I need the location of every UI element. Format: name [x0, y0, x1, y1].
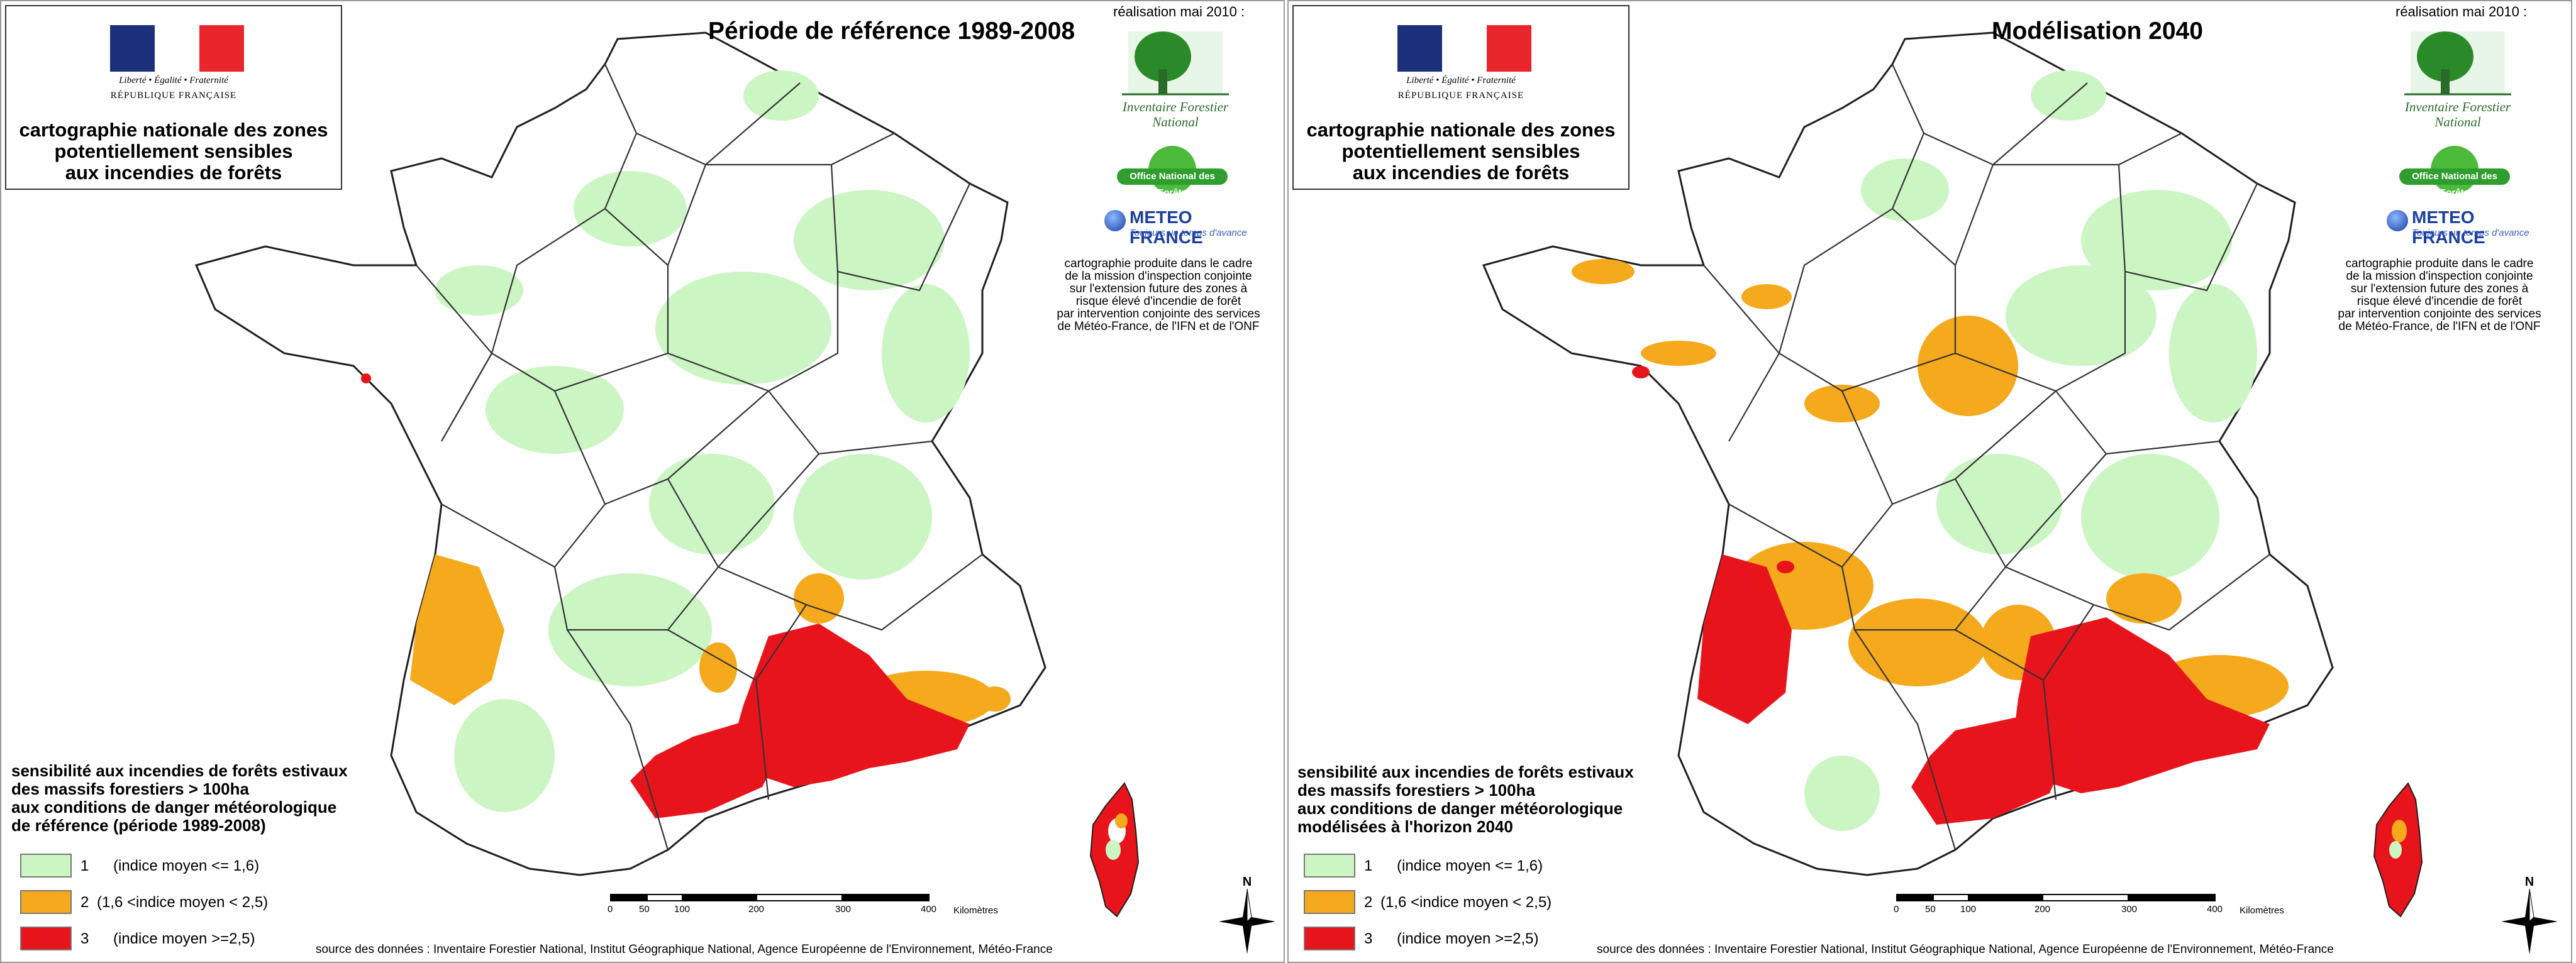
republique-motto: Liberté • Égalité • Fraternité [119, 75, 228, 85]
header-title: cartographie nationale des zones potenti… [19, 119, 328, 184]
meteo-france-logo: METEO FRANCE Toujours un temps d'avance [2387, 207, 2550, 247]
republique-flag-logo [110, 25, 245, 72]
scale-bar: 0 50 100 200 300 400 Kilomètres [1894, 894, 2284, 925]
ifn-logo: Inventaire Forestier National [2385, 25, 2530, 138]
forest-class-2 [1572, 259, 2289, 718]
region-boundaries [1703, 63, 2270, 850]
republique-label: RÉPUBLIQUE FRANÇAISE [110, 91, 237, 101]
republique-motto: Liberté • Égalité • Fraternité [1406, 75, 1516, 85]
republique-flag-logo [1397, 25, 1532, 72]
onf-logo: Office National des Forêts [1108, 145, 1236, 199]
legend-swatch [20, 927, 72, 950]
legend-swatch [1304, 890, 1355, 914]
meteo-france-name: METEO FRANCE [2412, 207, 2485, 247]
legend-swatch [20, 854, 72, 878]
source-text: source des données : Inventaire Forestie… [1597, 943, 2334, 956]
meteo-france-logo: METEO FRANCE Toujours un temps d'avance [1104, 207, 1268, 247]
forest-class-3 [361, 373, 970, 818]
realisation-date: réalisation mai 2010 : [2396, 4, 2528, 19]
onf-logo: Office National des Forêts [2390, 145, 2519, 199]
france-map [194, 31, 1046, 876]
republique-label: RÉPUBLIQUE FRANÇAISE [1397, 91, 1524, 101]
globe-icon [2387, 210, 2408, 231]
meteo-france-tagline: Toujours un temps d'avance [1130, 228, 1247, 238]
corsica-map [1089, 782, 1140, 918]
mission-text: cartographie produite dans le cadre de l… [1057, 257, 1260, 333]
ifn-name-line2: National [1152, 114, 1199, 129]
legend-swatch [1304, 927, 1355, 950]
ifn-logo: Inventaire Forestier National [1103, 25, 1248, 138]
legend-title: sensibilité aux incendies de forêts esti… [1297, 762, 1634, 836]
ifn-name-line1: Inventaire Forestier [2404, 99, 2511, 114]
legend-swatch [20, 890, 72, 914]
onf-name: Office National des Forêts [1117, 168, 1228, 198]
header-box: Liberté • Égalité • Fraternité RÉPUBLIQU… [1292, 5, 1629, 190]
map-panel-2040: Liberté • Égalité • Fraternité RÉPUBLIQU… [1287, 0, 2572, 963]
header-box: Liberté • Égalité • Fraternité RÉPUBLIQU… [5, 5, 342, 190]
corsica-map [2373, 782, 2423, 918]
france-map [1482, 31, 2334, 876]
onf-name: Office National des Forêts [2399, 168, 2510, 198]
tree-icon [1122, 31, 1229, 96]
map-panel-reference: Liberté • Égalité • Fraternité RÉPUBLIQU… [0, 0, 1285, 963]
globe-icon [1104, 210, 1126, 231]
panel-title: Modélisation 2040 [1992, 18, 2203, 45]
ifn-name-line1: Inventaire Forestier [1122, 99, 1229, 114]
ifn-name-line2: National [2434, 114, 2481, 129]
mission-text: cartographie produite dans le cadre de l… [2338, 257, 2541, 333]
compass-icon [2501, 889, 2558, 954]
compass-icon [1219, 889, 1275, 954]
meteo-france-tagline: Toujours un temps d'avance [2412, 228, 2529, 238]
source-text: source des données : Inventaire Forestie… [316, 943, 1053, 956]
realisation-date: réalisation mai 2010 : [1113, 4, 1245, 19]
forest-class-3 [1632, 366, 2270, 825]
legend-title: sensibilité aux incendies de forêts esti… [11, 761, 348, 835]
region-boundaries [416, 63, 983, 850]
forest-class-1 [1804, 70, 2257, 831]
scale-bar: 0 50 100 200 300 400 Kilomètres [608, 894, 998, 925]
legend-swatch [1304, 854, 1355, 878]
panel-title: Période de référence 1989-2008 [708, 18, 1075, 45]
north-arrow: N [1219, 875, 1275, 957]
tree-icon [2404, 31, 2511, 96]
north-arrow: N [2501, 875, 2558, 957]
meteo-france-name: METEO FRANCE [1130, 207, 1203, 247]
header-title: cartographie nationale des zones potenti… [1306, 119, 1616, 184]
